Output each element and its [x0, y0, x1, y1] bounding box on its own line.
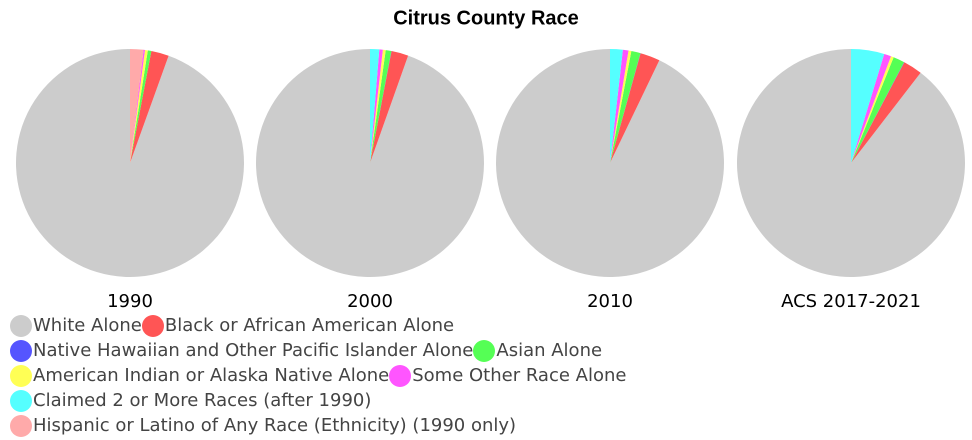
- legend-item: White Alone: [10, 313, 142, 338]
- legend-label: Hispanic or Latino of Any Race (Ethnicit…: [33, 415, 517, 436]
- legend-label: Claimed 2 or More Races (after 1990): [33, 390, 372, 411]
- legend-item: Black or African American Alone: [141, 313, 455, 338]
- pie-wedge: [851, 62, 905, 163]
- legend-marker: [10, 314, 32, 337]
- pie-wedge: [610, 53, 641, 163]
- pie-wedge: [610, 53, 660, 163]
- chart: Citrus County Race 1990 2000 2010 ACS 2017-…: [15, 7, 965, 312]
- pie-wedge: [370, 49, 386, 163]
- legend-marker: [473, 339, 496, 362]
- pie-wedge: [610, 50, 632, 164]
- pie-wedge: [130, 49, 144, 163]
- pie-wedge: [130, 50, 152, 163]
- pie-wedge: [851, 57, 905, 163]
- pie-wedge: [610, 49, 623, 163]
- pie-wedge: [370, 51, 409, 163]
- legend-marker: [10, 364, 32, 387]
- legend-marker: [10, 389, 32, 412]
- pie-wedge: [851, 53, 891, 163]
- pie-wedge: [130, 51, 169, 163]
- legend-item: Native Hawaiian and Other Pacific Island…: [10, 338, 473, 363]
- pie-wedge: [15, 49, 244, 277]
- legend-marker: [10, 414, 32, 437]
- pie-label: ACS 2017-2021: [781, 291, 921, 312]
- legend-label: Native Hawaiian and Other Pacific Island…: [33, 340, 474, 361]
- pie-label: 1990: [107, 291, 153, 312]
- legend-item: Claimed 2 or More Races (after 1990): [10, 388, 371, 413]
- legend-label: White Alone: [33, 315, 142, 336]
- pie-wedge: [610, 49, 629, 163]
- legend-label: American Indian or Alaska Native Alone: [33, 365, 390, 386]
- legend-marker: [10, 339, 32, 362]
- pie-wedge: [370, 49, 383, 164]
- legend-item: Hispanic or Latino of Any Race (Ethnicit…: [10, 413, 516, 438]
- pie-wedge: [610, 51, 641, 163]
- legend-item: American Indian or Alaska Native Alone: [10, 363, 389, 388]
- pie-wedge: [130, 49, 148, 163]
- pie-wedge: [370, 51, 392, 163]
- legend-item: Asian Alone: [473, 338, 602, 363]
- pie-wedge: [851, 56, 894, 163]
- legend-label: Black or African American Alone: [164, 315, 455, 336]
- pie-wedge: [851, 49, 885, 163]
- legend-label: Some Other Race Alone: [412, 365, 627, 386]
- legend: White Alone Black or African American Alo…: [10, 313, 710, 438]
- chart-title: Citrus County Race: [393, 7, 579, 29]
- pie-wedge: [130, 49, 145, 163]
- legend-marker: [141, 314, 164, 337]
- pie-label: 2010: [587, 291, 633, 312]
- legend-item: Some Other Race Alone: [389, 363, 626, 388]
- legend-label: Asian Alone: [496, 340, 603, 361]
- pie-wedge: [851, 62, 921, 163]
- pie-label: 2000: [347, 291, 393, 312]
- pie-wedge: [370, 50, 392, 163]
- legend-marker: [389, 364, 412, 387]
- pie-wedge: [370, 49, 380, 163]
